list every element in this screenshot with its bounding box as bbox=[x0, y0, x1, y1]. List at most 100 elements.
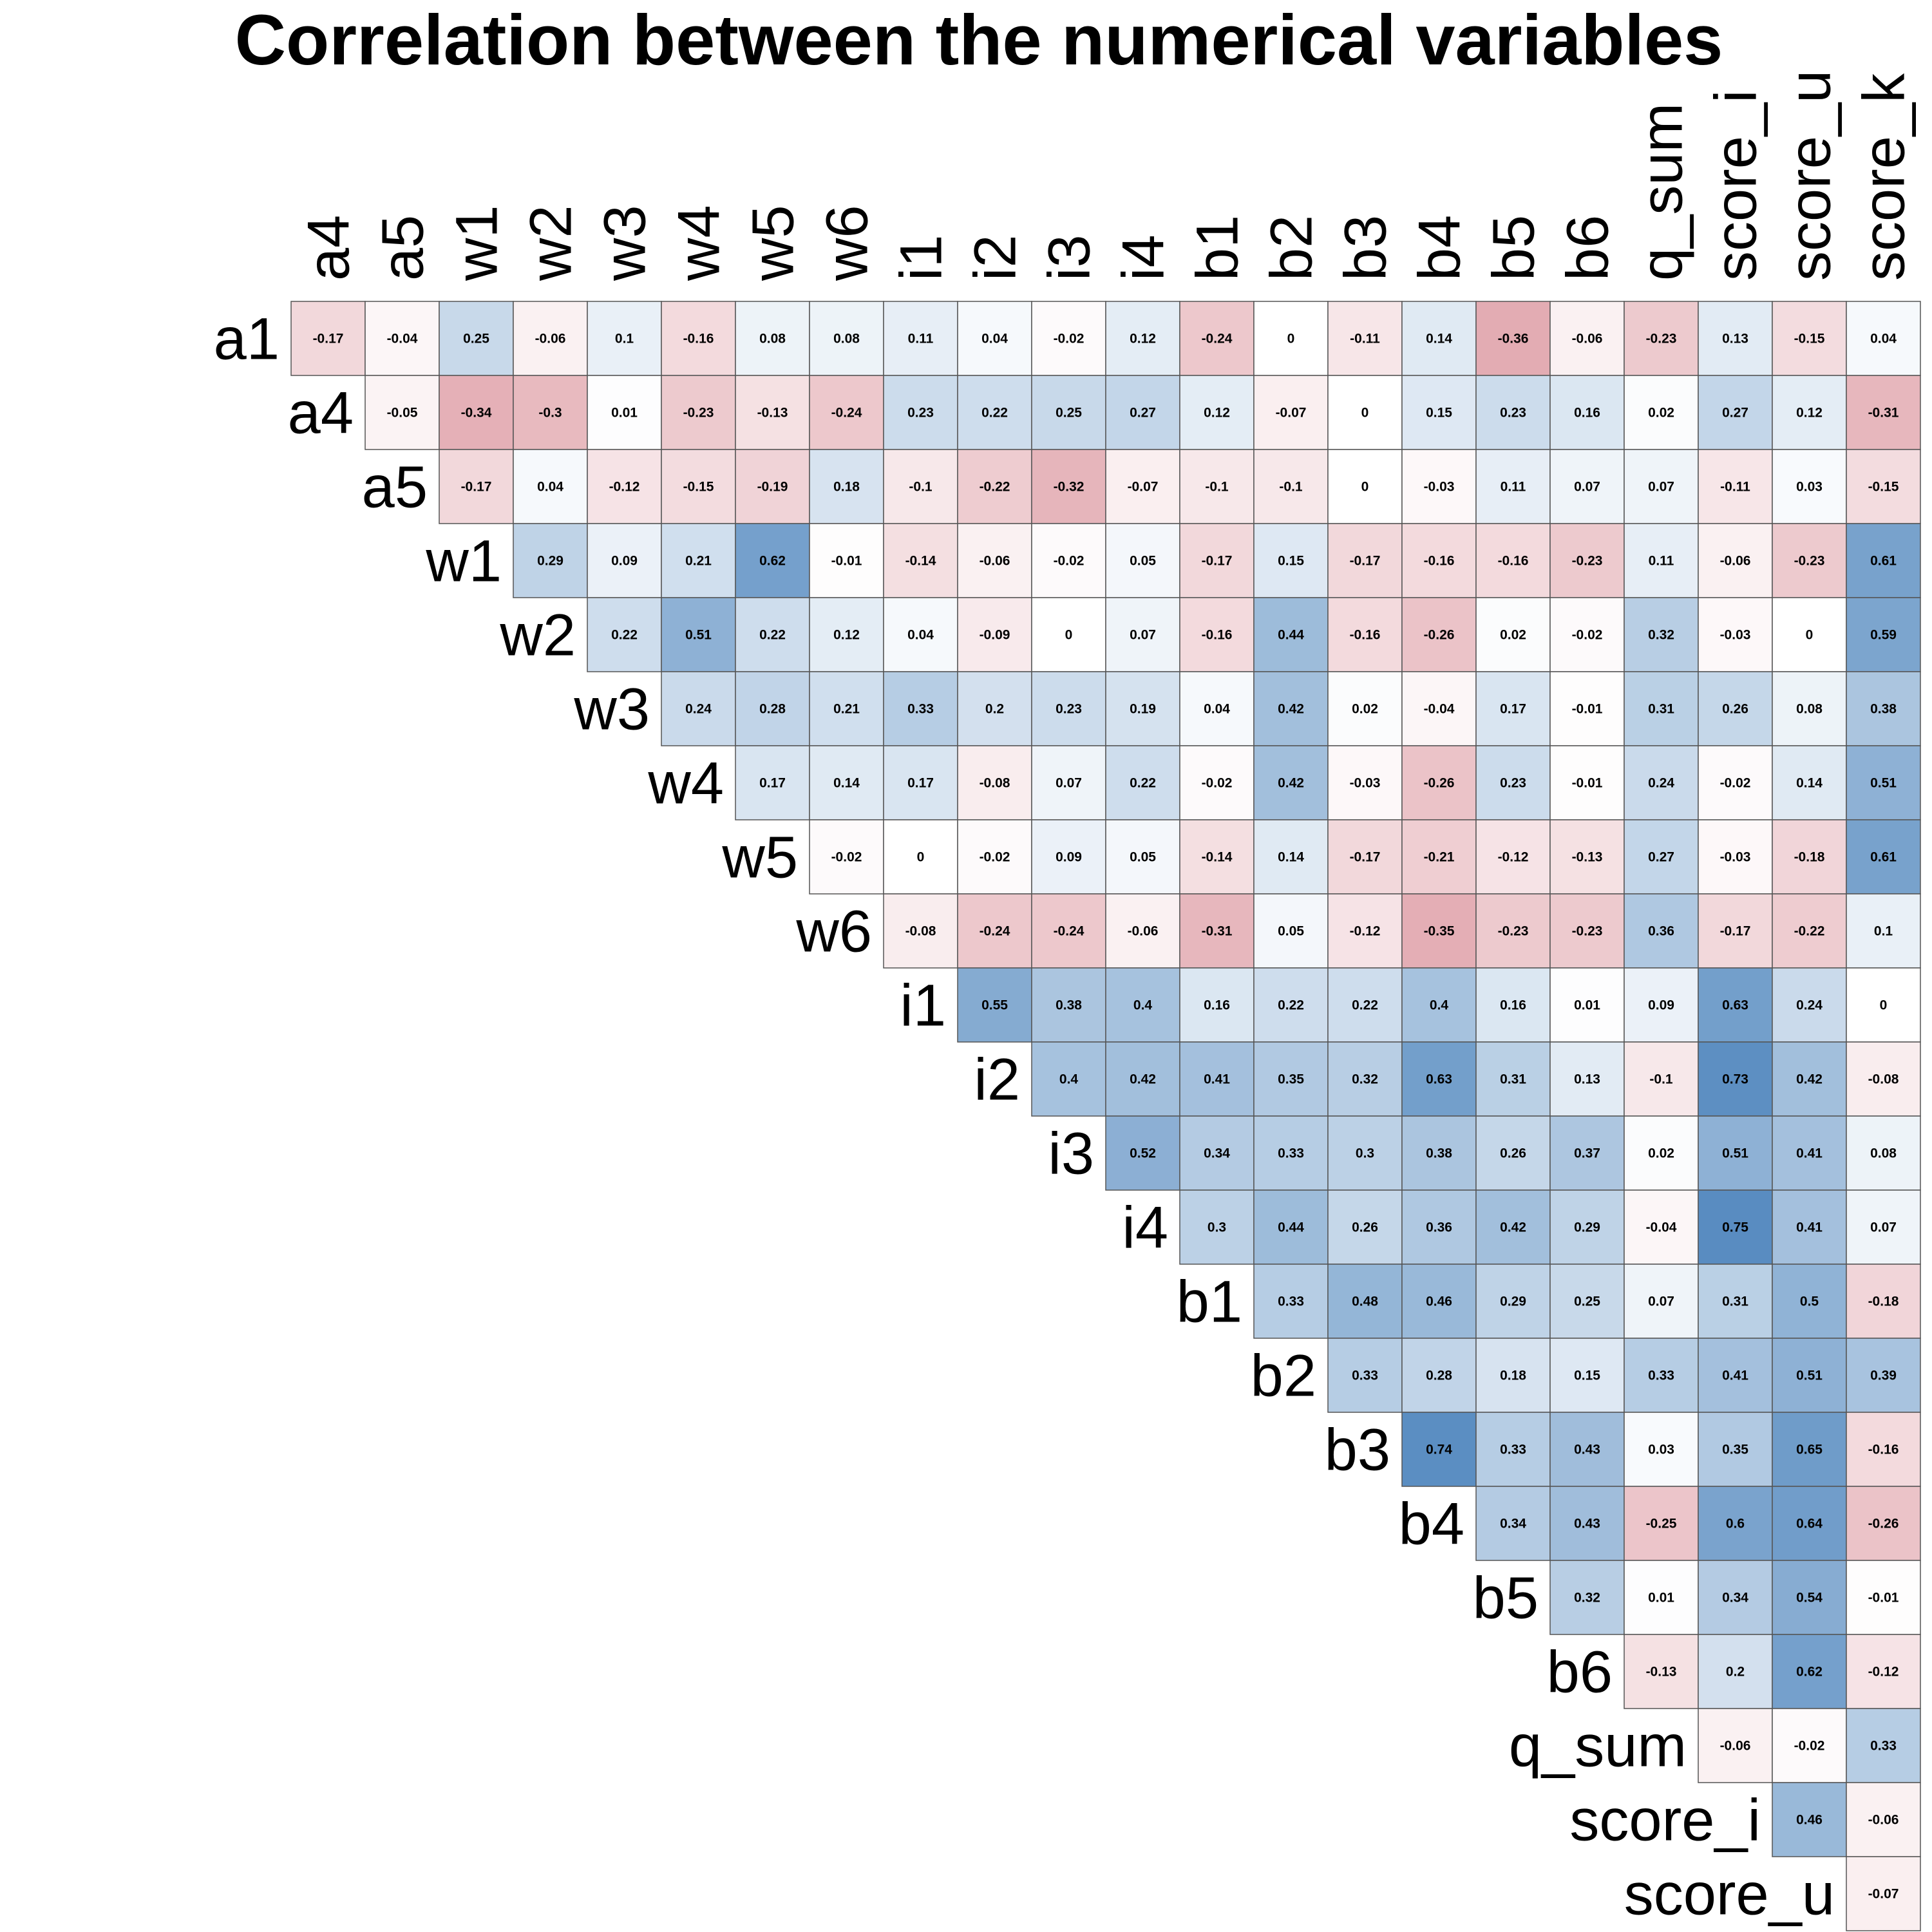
cell-value-label: -0.08 bbox=[905, 924, 936, 939]
heatmap-cell-i4-score-k bbox=[1846, 1189, 1921, 1265]
cell-value-label: 0.52 bbox=[1130, 1146, 1156, 1161]
cell-value-label: 0.33 bbox=[1648, 1368, 1674, 1383]
heatmap-cell-a5-i4 bbox=[1105, 449, 1180, 524]
cell-value-label: 0.14 bbox=[1426, 332, 1452, 346]
heatmap-cell-a5-w4 bbox=[661, 449, 736, 524]
heatmap-cell-i4-b4 bbox=[1401, 1189, 1477, 1265]
cell-value-label: 0 bbox=[917, 850, 925, 865]
row-label-b4: b4 bbox=[1399, 1492, 1464, 1557]
row-label-w3: w3 bbox=[573, 677, 650, 743]
cell-value-label: -0.32 bbox=[1054, 480, 1084, 495]
cell-value-label: -0.12 bbox=[1498, 850, 1529, 865]
cell-value-label: 0.16 bbox=[1574, 406, 1600, 421]
cell-value-label: -0.13 bbox=[1572, 850, 1603, 865]
row-label-b3: b3 bbox=[1325, 1417, 1390, 1483]
cell-value-label: 0.4 bbox=[1059, 1072, 1079, 1087]
cell-value-label: -0.06 bbox=[535, 332, 566, 346]
cell-value-label: 0.22 bbox=[611, 628, 638, 643]
heatmap-cell-w4-b6 bbox=[1549, 745, 1625, 820]
cell-value-label: -0.14 bbox=[1202, 850, 1233, 865]
cell-value-label: 0.48 bbox=[1352, 1294, 1378, 1309]
cell-value-label: 0.28 bbox=[759, 702, 786, 717]
cell-value-label: 0.32 bbox=[1352, 1072, 1378, 1087]
cell-value-label: 0.12 bbox=[1204, 406, 1230, 421]
cell-value-label: -0.01 bbox=[831, 554, 862, 569]
heatmap-cell-a4-w6 bbox=[809, 375, 884, 450]
heatmap-cell-i3-b4 bbox=[1401, 1115, 1477, 1191]
cell-value-label: -0.15 bbox=[1794, 332, 1825, 346]
heatmap-cell-w3-w6 bbox=[809, 671, 884, 746]
heatmap-cell-score-u-score-k bbox=[1846, 1856, 1921, 1931]
heatmap-cell-i4-b1 bbox=[1179, 1189, 1255, 1265]
cell-value-label: 0.23 bbox=[1500, 406, 1526, 421]
cell-value-label: -0.17 bbox=[1720, 924, 1751, 939]
heatmap-cell-i3-i4 bbox=[1105, 1115, 1180, 1191]
heatmap-cell-w3-i2 bbox=[957, 671, 1032, 746]
heatmap-cell-w5-q-sum bbox=[1624, 819, 1699, 895]
heatmap-cell-i4-b6 bbox=[1549, 1189, 1625, 1265]
heatmap-cell-b2-b6 bbox=[1549, 1338, 1625, 1413]
cell-value-label: 0.27 bbox=[1722, 406, 1748, 421]
heatmap-cell-i2-i3 bbox=[1031, 1041, 1106, 1117]
heatmap-cell-b6-score-k bbox=[1846, 1634, 1921, 1709]
cell-value-label: 0.01 bbox=[611, 406, 638, 421]
cell-value-label: 0 bbox=[1065, 628, 1073, 643]
cell-value-label: -0.23 bbox=[1646, 332, 1677, 346]
heatmap-cell-b2-score-i bbox=[1698, 1338, 1773, 1413]
cell-value-label: 0.46 bbox=[1796, 1813, 1823, 1828]
cell-value-label: 0.14 bbox=[1796, 776, 1823, 791]
cell-value-label: 0.33 bbox=[1278, 1146, 1304, 1161]
cell-value-label: -0.24 bbox=[1202, 332, 1233, 346]
row-label-i2: i2 bbox=[974, 1047, 1020, 1113]
heatmap-cell-b1-b2 bbox=[1253, 1264, 1329, 1339]
heatmap-cell-w6-b5 bbox=[1475, 893, 1551, 969]
heatmap-cell-w6-b6 bbox=[1549, 893, 1625, 969]
cell-value-label: 0.09 bbox=[611, 554, 638, 569]
heatmap-cell-i1-score-k bbox=[1846, 967, 1921, 1043]
heatmap-cell-a5-w3 bbox=[587, 449, 662, 524]
cell-value-label: 0.1 bbox=[615, 332, 634, 346]
cell-value-label: 0.16 bbox=[1204, 998, 1230, 1013]
heatmap-cell-w4-i1 bbox=[883, 745, 958, 820]
heatmap-cell-a4-w4 bbox=[661, 375, 736, 450]
cell-value-label: -0.07 bbox=[1276, 406, 1307, 421]
heatmap-cell-w6-i4 bbox=[1105, 893, 1180, 969]
cell-value-label: 0.55 bbox=[981, 998, 1008, 1013]
heatmap-cell-a1-score-u bbox=[1772, 301, 1847, 376]
heatmap-cell-i2-i4 bbox=[1105, 1041, 1180, 1117]
heatmap-cell-w1-w2 bbox=[513, 523, 588, 598]
row-label-a4: a4 bbox=[288, 381, 354, 446]
heatmap-cell-i3-score-i bbox=[1698, 1115, 1773, 1191]
cell-value-label: 0.02 bbox=[1352, 702, 1378, 717]
heatmap-cell-w1-b1 bbox=[1179, 523, 1255, 598]
cell-value-label: -0.16 bbox=[683, 332, 714, 346]
cell-value-label: 0.07 bbox=[1056, 776, 1082, 791]
row-label-q-sum: q_sum bbox=[1509, 1714, 1687, 1779]
heatmap-cell-w2-i1 bbox=[883, 597, 958, 672]
cell-value-label: -0.14 bbox=[905, 554, 936, 569]
heatmap-cell-w3-b6 bbox=[1549, 671, 1625, 746]
heatmap-cell-i1-b2 bbox=[1253, 967, 1329, 1043]
cell-value-label: 0.33 bbox=[1500, 1443, 1526, 1457]
cell-value-label: 0.18 bbox=[833, 480, 860, 495]
heatmap-cell-a4-b6 bbox=[1549, 375, 1625, 450]
heatmap-cell-w6-b2 bbox=[1253, 893, 1329, 969]
heatmap-cell-i2-b1 bbox=[1179, 1041, 1255, 1117]
cell-value-label: -0.17 bbox=[313, 332, 344, 346]
column-label-score-u: score_u bbox=[1777, 70, 1843, 281]
cell-value-label: 0.34 bbox=[1500, 1517, 1526, 1531]
cell-value-label: 0.07 bbox=[1870, 1220, 1897, 1235]
heatmap-cell-w3-b1 bbox=[1179, 671, 1255, 746]
column-label-a4: a4 bbox=[296, 215, 362, 281]
heatmap-cell-w1-b3 bbox=[1327, 523, 1403, 598]
heatmap-cell-w2-i2 bbox=[957, 597, 1032, 672]
heatmap-cell-w3-i1 bbox=[883, 671, 958, 746]
cell-value-label: 0.51 bbox=[1722, 1146, 1748, 1161]
row-label-w4: w4 bbox=[647, 751, 724, 817]
cell-value-label: -0.24 bbox=[980, 924, 1010, 939]
heatmap-cell-a5-b6 bbox=[1549, 449, 1625, 524]
cell-value-label: -0.31 bbox=[1868, 406, 1899, 421]
heatmap-cell-b3-score-i bbox=[1698, 1412, 1773, 1487]
heatmap-cell-w3-i4 bbox=[1105, 671, 1180, 746]
cell-value-label: 0.35 bbox=[1722, 1443, 1748, 1457]
